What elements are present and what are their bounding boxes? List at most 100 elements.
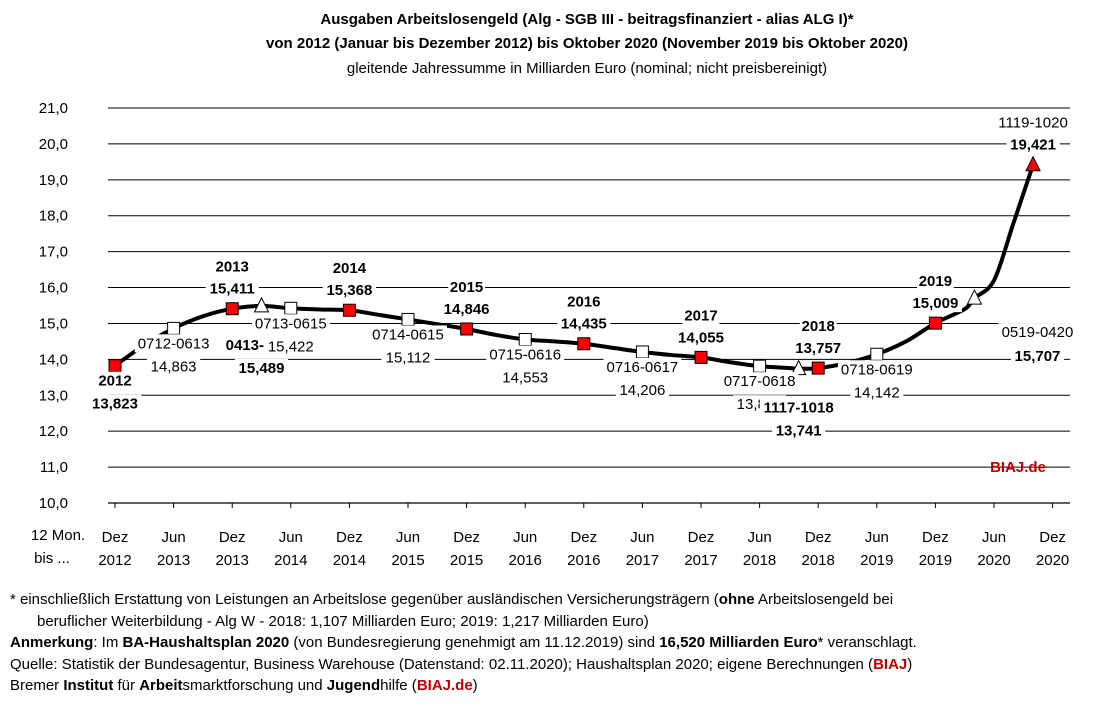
footnote-4-c: ) [907, 655, 913, 673]
x-tick-label-month: Jun [865, 529, 889, 546]
label-bg [381, 348, 435, 367]
footnote-4: Quelle: Statistik der Bundesagentur, Bus… [10, 654, 1110, 676]
marker-year-end [811, 361, 825, 375]
label-bg [565, 292, 603, 311]
footnote-2: beruflicher Weiterbildung - Alg W - 2018… [37, 612, 649, 630]
footnote-3-f: * veranschlagt. [817, 634, 917, 651]
footnote-1-c: Arbeitslosengeld bei [754, 591, 894, 608]
data-label-value: 15,009 [912, 295, 958, 312]
x-tick-label-year: 2015 [450, 552, 483, 569]
marker-triangle [966, 288, 983, 305]
x-tick-label-year: 2018 [743, 552, 776, 569]
footnote-5-h: BIAJ.de [416, 677, 473, 694]
label-bg [134, 334, 213, 353]
label-bg [234, 358, 289, 377]
x-tick-label-month: Jun [396, 529, 420, 546]
label-bg [720, 372, 799, 391]
label-bg [322, 281, 376, 300]
footnote-3-d: (von Bundesregierung genehmigt am 11.12.… [289, 634, 660, 651]
data-label-period: 0712-0613 [138, 335, 210, 352]
chart-title-line-2: von 2012 (Januar bis Dezember 2012) bis … [266, 35, 908, 52]
label-bg [369, 325, 447, 344]
data-label-value: 15,707 [1015, 348, 1061, 365]
marker-midyear [635, 345, 649, 359]
x-axis-prefix-2: bis ... [34, 550, 70, 567]
data-markers [108, 155, 1041, 376]
y-tick-label: 15,0 [39, 315, 68, 332]
label-bg [205, 279, 259, 298]
footnote-4-a: Quelle: Statistik der Bundesagentur, Bus… [10, 655, 874, 673]
x-tick-label-year: 2017 [684, 552, 717, 569]
footnote-3-e: 16,520 Milliarden Euro [659, 634, 818, 651]
x-tick-label-month: Jun [982, 529, 1006, 546]
y-tick-label: 12,0 [39, 423, 68, 440]
y-tick-label: 14,0 [39, 351, 68, 368]
chart-subtitle: gleitende Jahressumme in Milliarden Euro… [347, 60, 827, 77]
data-label-period: 0519-0420 [1002, 324, 1074, 341]
footnote-5-a: Bremer [10, 677, 64, 694]
y-tick-label: 11,0 [40, 459, 68, 476]
data-label-period: 1117-1018 [764, 400, 834, 417]
footnote-5-b: Institut [63, 677, 114, 694]
grid-lines [108, 107, 1070, 504]
watermark-biaj: BIAJ.de [990, 459, 1046, 476]
chart-title-line-1: Ausgaben Arbeitslosengeld (Alg - SGB III… [320, 11, 853, 28]
footnote-1-b: ohne [718, 591, 755, 608]
data-label-period: 0713-0615 [255, 315, 327, 332]
data-label-period: 2016 [567, 294, 600, 311]
marker-midyear [518, 333, 532, 347]
x-tick-label-month: Dez [805, 529, 832, 546]
marker-midyear [167, 321, 181, 335]
footnote-3-c: BA-Haushaltsplan 2020 [122, 634, 290, 651]
data-label-value: 15,112 [386, 349, 431, 366]
x-tick-label-month: Dez [688, 529, 715, 546]
data-label-value: 13,741 [776, 423, 822, 440]
label-bg [850, 383, 904, 402]
data-label-value: 15,422 [268, 338, 314, 355]
x-tick-label-month: Jun [513, 529, 537, 546]
marker-year-end [460, 322, 474, 336]
footnote-5-f: Jugend [326, 677, 381, 694]
label-bg [96, 371, 134, 390]
data-label-value: 13,823 [92, 396, 138, 413]
marker-year-end [577, 337, 591, 351]
data-label-period: 2012 [98, 373, 131, 390]
label-bg [799, 317, 837, 336]
data-label-period: 2014 [333, 260, 367, 277]
label-bg [147, 357, 201, 376]
y-tick-label: 13,0 [39, 387, 68, 404]
label-bg [264, 337, 318, 356]
series-line [113, 164, 1035, 371]
label-bg [448, 277, 485, 296]
marker-triangle [790, 359, 807, 376]
x-axis-ticks: 12 Mon. bis ... Dez 2012 Jun 2013 Dez 2013 Jun 20… [31, 503, 1069, 569]
y-tick-label: 18,0 [39, 208, 68, 225]
x-tick-label-year: 2016 [509, 552, 542, 569]
label-bg [674, 328, 728, 347]
y-tick-label: 21,0 [39, 100, 68, 117]
y-tick-label: 20,0 [39, 136, 68, 153]
data-label-value: 13,757 [795, 340, 841, 357]
data-label-value: 14,846 [444, 301, 490, 318]
label-bg [1006, 135, 1060, 154]
label-bg [557, 314, 611, 333]
x-tick-label-year: 2012 [98, 552, 131, 569]
label-bg [603, 357, 682, 376]
label-bg [908, 294, 962, 313]
footnotes: * einschließlich Erstattung von Leistung… [10, 589, 1110, 697]
footnote-5-g: hilfe ( [380, 677, 417, 694]
label-bg [331, 259, 368, 278]
marker-year-end [108, 359, 122, 373]
y-axis-ticks: 10,0 11,0 12,0 13,0 14,0 15,0 16,0 17,0 18,0 19,0… [39, 100, 68, 512]
series-path [113, 164, 1035, 371]
label-bg [759, 398, 838, 417]
x-tick-label-month: Dez [219, 529, 246, 546]
x-tick-label-year: 2013 [157, 552, 190, 569]
x-tick-label-year: 2014 [274, 552, 307, 569]
x-tick-label-year: 2020 [977, 552, 1010, 569]
label-bg [917, 272, 954, 291]
data-label-value: 14,435 [561, 316, 607, 333]
footnote-1: * einschließlich Erstattung von Leistung… [10, 589, 1110, 611]
label-bg [251, 314, 330, 333]
